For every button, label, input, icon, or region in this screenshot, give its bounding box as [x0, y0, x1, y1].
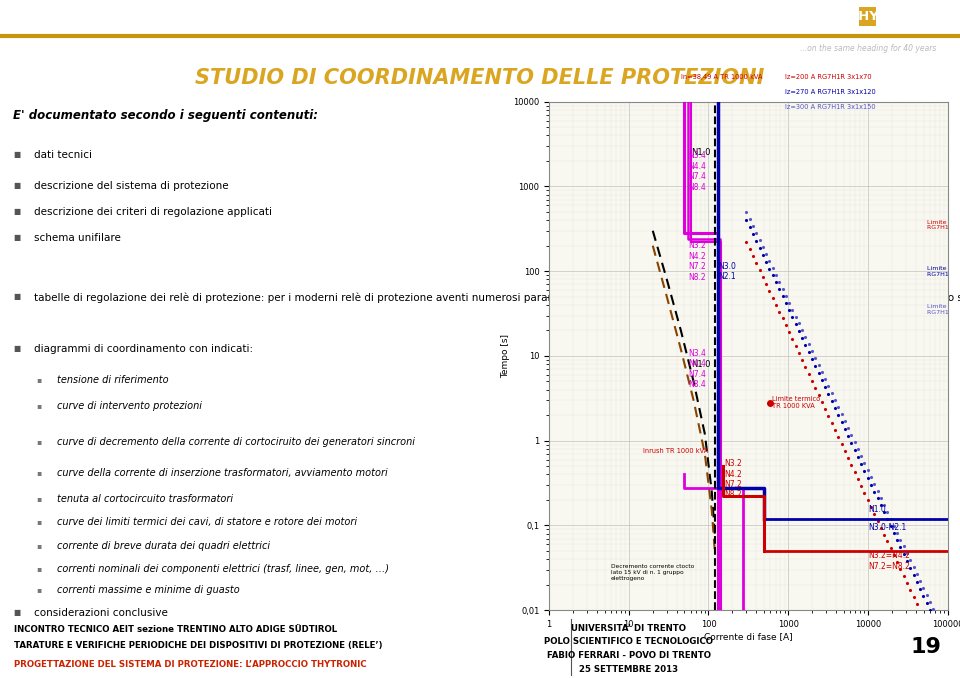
Text: INCONTRO TECNICO AEIT sezione TRENTINO ALTO ADIGE SÜDTIROL: INCONTRO TECNICO AEIT sezione TRENTINO A… — [14, 625, 338, 634]
Text: correnti massime e minime di guasto: correnti massime e minime di guasto — [58, 584, 240, 595]
Text: curve della corrente di inserzione trasformatori, avviamento motori: curve della corrente di inserzione trasf… — [58, 468, 388, 478]
Text: Iz=270 A RG7H1R 3x1x120: Iz=270 A RG7H1R 3x1x120 — [784, 89, 876, 95]
Text: In=38,49 A TR 1000 kVA: In=38,49 A TR 1000 kVA — [681, 74, 762, 80]
Text: Iz=200 A RG7H1R 3x1x70: Iz=200 A RG7H1R 3x1x70 — [784, 74, 871, 80]
Text: N3.2
N4.2
N7.2
N8.2: N3.2 N4.2 N7.2 N8.2 — [687, 241, 706, 281]
Text: ▪: ▪ — [36, 584, 41, 593]
Text: N3.4
N4.4
N7.4
N8.4: N3.4 N4.4 N7.4 N8.4 — [687, 151, 706, 192]
Text: corrente di breve durata dei quadri elettrici: corrente di breve durata dei quadri elet… — [58, 540, 271, 551]
Text: N1.0: N1.0 — [691, 148, 710, 157]
Text: ▪: ▪ — [36, 401, 41, 410]
Text: Decremento corrente ctocto
lato 15 kV di n. 1 gruppo
elettrogeno: Decremento corrente ctocto lato 15 kV di… — [612, 564, 694, 580]
Text: curve dei limiti termici dei cavi, di statore e rotore dei motori: curve dei limiti termici dei cavi, di st… — [58, 517, 357, 527]
Text: ▪: ▪ — [36, 517, 41, 526]
Text: ▪: ▪ — [36, 375, 41, 384]
Text: ■: ■ — [12, 292, 20, 301]
Text: ■: ■ — [12, 207, 20, 216]
Text: N1.0: N1.0 — [691, 359, 710, 369]
Text: tabelle di regolazione dei relè di protezione: per i moderni relè di protezione : tabelle di regolazione dei relè di prote… — [34, 292, 960, 303]
Text: Inrush TR 1000 kVA: Inrush TR 1000 kVA — [642, 448, 708, 454]
Text: ▪: ▪ — [36, 468, 41, 477]
X-axis label: Corrente di fase [A]: Corrente di fase [A] — [704, 632, 793, 641]
Text: N3.2=N4.2
N7.2=N8.2: N3.2=N4.2 N7.2=N8.2 — [868, 551, 910, 571]
Text: N3.0
N2.1: N3.0 N2.1 — [718, 262, 736, 281]
Text: ...on the same heading for 40 years: ...on the same heading for 40 years — [800, 45, 936, 54]
Text: schema unifilare: schema unifilare — [34, 233, 121, 243]
Text: tensione di riferimento: tensione di riferimento — [58, 375, 169, 385]
Text: tenuta al cortocircuito trasformatori: tenuta al cortocircuito trasformatori — [58, 494, 233, 504]
Text: FABIO FERRARI - POVO DI TRENTO: FABIO FERRARI - POVO DI TRENTO — [547, 651, 710, 660]
Text: PROGETTAZIONE DEL SISTEMA DI PROTEZIONE: L’APPROCCIO THYTRONIC: PROGETTAZIONE DEL SISTEMA DI PROTEZIONE:… — [14, 660, 367, 669]
Text: curve di decremento della corrente di cortociruito dei generatori sincroni: curve di decremento della corrente di co… — [58, 437, 416, 447]
Text: TARATURE E VERIFICHE PERIODICHE DEI DISPOSITIVI DI PROTEZIONE (RELE’): TARATURE E VERIFICHE PERIODICHE DEI DISP… — [14, 641, 383, 650]
Text: considerazioni conclusive: considerazioni conclusive — [34, 608, 168, 618]
Text: 19: 19 — [911, 637, 942, 657]
Text: ▪: ▪ — [36, 564, 41, 573]
Text: ■: ■ — [12, 608, 20, 617]
Y-axis label: Tempo [s]: Tempo [s] — [501, 334, 511, 378]
Text: UNIVERSITA’ DI TRENTO: UNIVERSITA’ DI TRENTO — [571, 624, 686, 633]
Text: ▪: ▪ — [36, 437, 41, 446]
Text: dati tecnici: dati tecnici — [34, 150, 92, 160]
Text: diagrammi di coordinamento con indicati:: diagrammi di coordinamento con indicati: — [34, 344, 253, 354]
Text: POLO SCIENTIFICO E TECNOLOGICO: POLO SCIENTIFICO E TECNOLOGICO — [544, 637, 713, 646]
Text: ■: ■ — [12, 181, 20, 190]
Text: ■: ■ — [12, 233, 20, 242]
Text: 25 SETTEMBRE 2013: 25 SETTEMBRE 2013 — [579, 664, 679, 674]
Text: STUDIO DI COORDINAMENTO DELLE PROTEZIONI: STUDIO DI COORDINAMENTO DELLE PROTEZIONI — [195, 68, 765, 88]
Text: E' documentato secondo i seguenti contenuti:: E' documentato secondo i seguenti conten… — [12, 108, 318, 121]
Text: ■: ■ — [12, 344, 20, 353]
Text: ■: ■ — [12, 150, 20, 159]
Text: THYTRONIC: THYTRONIC — [850, 9, 936, 22]
Text: Limite termico
RG7H1R 3x1x150: Limite termico RG7H1R 3x1x150 — [926, 304, 960, 315]
FancyBboxPatch shape — [859, 7, 876, 26]
Text: Iz=300 A RG7H1R 3x1x150: Iz=300 A RG7H1R 3x1x150 — [784, 104, 876, 110]
Text: N3.0-N2.1: N3.0-N2.1 — [868, 523, 906, 532]
Text: Limite termico
TR 1000 KVA: Limite termico TR 1000 KVA — [772, 397, 820, 410]
Text: curve di intervento protezioni: curve di intervento protezioni — [58, 401, 203, 411]
Text: N1.0: N1.0 — [868, 505, 885, 514]
Text: N3.2
N4.2
N7.2
N8.2: N3.2 N4.2 N7.2 N8.2 — [725, 459, 742, 500]
Text: Limite termico
RG7H1R 3x1x70: Limite termico RG7H1R 3x1x70 — [926, 220, 960, 231]
Text: N3.4
N4.4
N7.4
N8.4: N3.4 N4.4 N7.4 N8.4 — [687, 349, 706, 389]
FancyBboxPatch shape — [880, 7, 898, 26]
Text: ▪: ▪ — [36, 540, 41, 550]
Text: descrizione dei criteri di regolazione applicati: descrizione dei criteri di regolazione a… — [34, 207, 272, 217]
Text: descrizione del sistema di protezione: descrizione del sistema di protezione — [34, 181, 228, 191]
Text: ▪: ▪ — [36, 494, 41, 503]
Text: Limite termico
RG7H1R 3x1x120: Limite termico RG7H1R 3x1x120 — [926, 266, 960, 277]
Text: correnti nominali dei componenti elettrici (trasf, linee, gen, mot, …): correnti nominali dei componenti elettri… — [58, 564, 390, 574]
